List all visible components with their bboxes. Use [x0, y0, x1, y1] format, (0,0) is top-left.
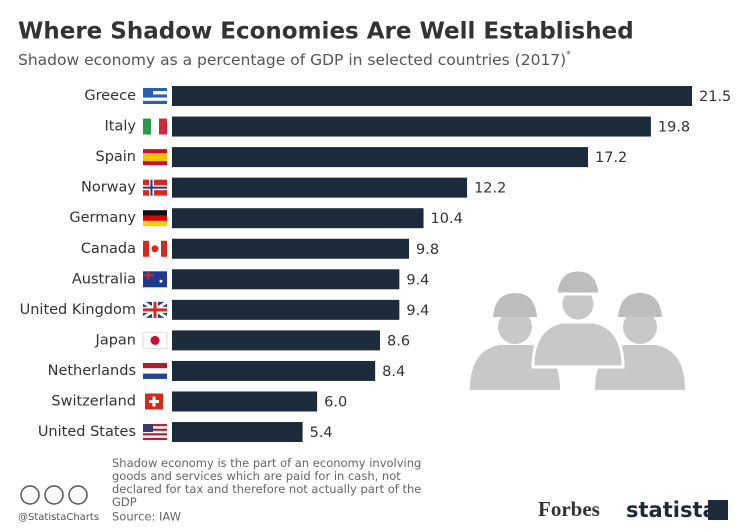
bar	[172, 116, 651, 137]
flag-stripe	[143, 240, 149, 257]
flag-cross	[149, 400, 159, 403]
category-label: Japan	[95, 332, 136, 348]
flag-stripe	[143, 373, 167, 379]
statista-mark	[708, 500, 728, 520]
flag-stripe	[151, 118, 159, 135]
bar	[172, 238, 410, 259]
flag	[143, 149, 167, 166]
flag-stripe	[143, 100, 167, 104]
category-label: Switzerland	[51, 394, 136, 410]
value-label: 17.2	[595, 150, 627, 166]
flag-stripe	[143, 426, 167, 429]
flag-stripe	[143, 433, 167, 436]
credit: @StatistaCharts	[18, 512, 99, 523]
flag-stripe	[159, 118, 167, 135]
bar	[172, 208, 424, 229]
value-label: 10.4	[431, 211, 463, 227]
category-label: Canada	[81, 241, 136, 257]
value-label: 8.6	[387, 333, 410, 349]
category-label: United States	[38, 424, 136, 440]
bar	[172, 177, 468, 198]
flag-canton	[143, 88, 153, 98]
category-label: Germany	[69, 210, 136, 226]
flag-stripe	[143, 368, 167, 374]
flag-stripe	[143, 215, 167, 221]
bar	[172, 299, 400, 320]
flag-sun	[150, 335, 160, 345]
value-label: 19.8	[658, 120, 690, 136]
value-label: 5.4	[310, 425, 333, 441]
flag-stripe	[143, 220, 167, 227]
flag-stripe	[143, 428, 167, 431]
forbes-logo: Forbes	[538, 497, 600, 521]
flag	[143, 88, 167, 104]
value-label: 8.4	[382, 364, 405, 380]
flag-stripe	[143, 435, 167, 438]
source: Source: IAW	[112, 510, 181, 524]
flag	[143, 179, 167, 196]
flag-stripe	[161, 240, 167, 257]
flag	[143, 271, 167, 288]
subtitle-marker: *	[566, 50, 571, 60]
flag-stripe	[143, 88, 167, 92]
chart-subtitle: Shadow economy as a percentage of GDP in…	[18, 50, 571, 69]
flag-stripe	[143, 91, 167, 95]
bar	[172, 330, 380, 351]
flag-stripe	[143, 210, 167, 216]
flag	[143, 118, 167, 135]
flag	[143, 362, 167, 379]
flag-stripe	[143, 153, 167, 162]
bar	[172, 147, 588, 168]
bar	[172, 391, 318, 412]
value-label: 9.4	[406, 272, 429, 288]
flag-leaf	[151, 245, 159, 253]
category-label: Greece	[84, 88, 136, 104]
cc-icons	[20, 485, 88, 505]
flag-stripe	[143, 424, 167, 427]
value-label: 12.2	[474, 181, 506, 197]
value-label: 6.0	[324, 395, 347, 411]
category-label: Spain	[95, 149, 136, 165]
subtitle-text: Shadow economy as a percentage of GDP in…	[18, 51, 566, 69]
flag	[142, 331, 168, 349]
bar	[172, 86, 692, 106]
category-label: Australia	[72, 271, 136, 287]
flag-stripe	[143, 94, 167, 98]
flag	[145, 393, 163, 410]
category-label: Norway	[81, 180, 136, 196]
category-label: Italy	[105, 119, 137, 135]
flag-stripe	[143, 362, 167, 369]
chart-title: Where Shadow Economies Are Well Establis…	[18, 19, 634, 45]
flag-cross	[143, 186, 167, 189]
value-label: 21.5	[699, 89, 731, 105]
bar	[172, 360, 376, 381]
flag	[142, 300, 168, 320]
category-label: United Kingdom	[20, 302, 136, 318]
flag-bg	[143, 271, 167, 288]
flag	[143, 424, 167, 441]
flag	[143, 240, 167, 257]
footnote: Shadow economy is the part of an economy…	[112, 456, 422, 509]
flag-stripe	[143, 118, 151, 135]
category-label: Netherlands	[48, 363, 136, 379]
flag-stripe	[143, 97, 167, 101]
flag	[143, 210, 167, 227]
statista-logo: statista	[626, 498, 717, 522]
flag-cross	[143, 308, 167, 312]
bar	[172, 422, 303, 443]
flag-star	[159, 279, 163, 283]
flag-stripe	[143, 430, 167, 434]
flag-stripe	[143, 437, 167, 441]
workers-icon	[470, 268, 685, 390]
bar	[172, 269, 400, 290]
value-label: 9.8	[416, 242, 439, 258]
flag-cross	[147, 271, 150, 280]
flag-canton	[143, 424, 153, 433]
value-label: 9.4	[406, 303, 429, 319]
